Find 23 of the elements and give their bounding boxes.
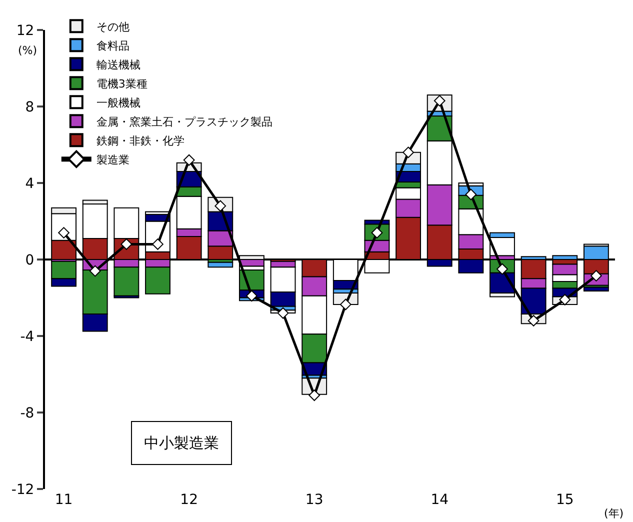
x-axis-title: (年) [604, 507, 624, 520]
legend-label: 電機3業種 [96, 77, 148, 90]
legend-label: その他 [96, 20, 130, 34]
x-tick-label: 11 [54, 492, 73, 508]
y-tick-label: 4 [25, 176, 34, 192]
y-tick-label: -8 [20, 405, 34, 422]
y-tick-label: -12 [11, 482, 34, 498]
legend-label: 一般機械 [96, 96, 140, 110]
y-tick-label: 8 [25, 99, 34, 116]
y-axis-title: (%) [18, 44, 38, 57]
x-tick-label: 13 [305, 492, 324, 508]
x-tick-label: 14 [430, 492, 449, 508]
legend-label: 製造業 [96, 153, 130, 166]
y-tick-label: 12 [16, 22, 34, 39]
annotation: 中小製造業 [144, 434, 219, 452]
legend-label: 金属・窯業土石・プラスチック製品 [96, 115, 272, 128]
x-tick-label: 12 [180, 492, 198, 508]
x-tick-label: 15 [556, 492, 574, 508]
legend-label: 食料品 [96, 39, 130, 52]
legend-label: 鉄鋼・非鉄・化学 [96, 134, 184, 148]
legend-label: 輸送機械 [96, 58, 140, 72]
y-tick-label: 0 [25, 252, 34, 268]
y-tick-label: -4 [20, 328, 34, 345]
